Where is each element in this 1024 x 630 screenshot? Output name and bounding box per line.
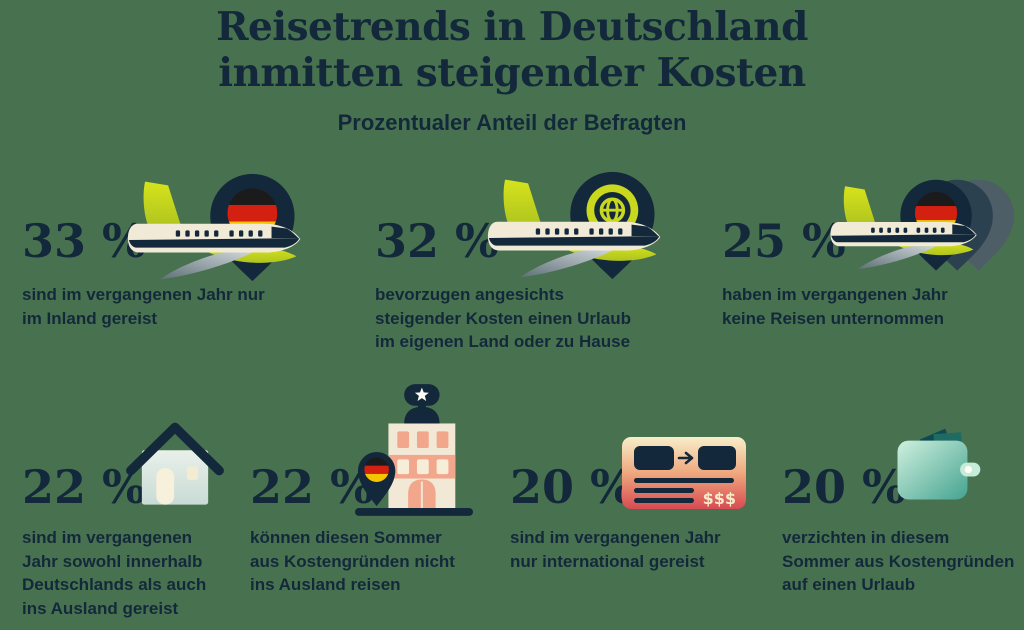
stat-value: 22 % [22, 460, 146, 514]
stat-value: 33 % [22, 214, 146, 268]
stat-description: bevorzugen angesichts steigender Kosten … [375, 285, 631, 351]
stat-no-travel: 25 % haben im vergangenen Jahr keine Rei… [722, 170, 1024, 340]
house-icon [124, 416, 226, 510]
plane-germany-pin-stack-icon [824, 178, 1014, 274]
page-title-line2: inmitten steigender Kosten [218, 50, 806, 96]
stat-skip-vacation: 20 % verzichten in diesem Sommer aus Kos… [782, 400, 1024, 610]
ticket-dollars-icon: $$$ [622, 437, 746, 509]
stat-cannot-go-abroad: 22 % [250, 384, 495, 610]
dollar-signs-label: $$$ [703, 489, 736, 508]
page-subtitle: Prozentualer Anteil der Befragten [337, 110, 687, 135]
stat-value: 25 % [722, 214, 846, 268]
stat-value: 22 % [250, 460, 374, 514]
stat-description: sind im vergangenen Jahr nur im Inland g… [22, 285, 265, 328]
stat-description: sind im vergangenen Jahr sowohl innerhal… [22, 528, 207, 618]
page-title-line1: Reisetrends in Deutschland [216, 4, 808, 50]
stat-value: 20 % [782, 460, 906, 514]
plane-germany-pin-icon [120, 172, 312, 285]
stat-value: 20 % [510, 460, 634, 514]
stat-description: verzichten in diesem Sommer aus Kostengr… [782, 528, 1015, 594]
stat-description: sind im vergangenen Jahr nur internation… [510, 528, 721, 571]
stat-description: haben im vergangenen Jahr keine Reisen u… [722, 285, 948, 328]
stat-inland-only: 33 % sind im vergangenen Jahr nur im Inl… [22, 170, 357, 340]
stat-international-only: 20 % $$$ sind im vergangenen Jahr nur in… [510, 400, 775, 585]
stat-description: können diesen Sommer aus Kostengründen n… [250, 528, 455, 594]
stat-domestic-and-abroad: 22 % sind im vergangenen Jahr sowohl inn… [22, 400, 257, 625]
plane-globe-pin-icon [480, 170, 672, 283]
stat-staycation: 32 % bevorzugen angesichts steigender Ko… [375, 170, 705, 365]
stat-value: 32 % [375, 214, 499, 268]
wallet-icon [892, 422, 984, 507]
hotel-germany-pin-icon [355, 384, 473, 518]
